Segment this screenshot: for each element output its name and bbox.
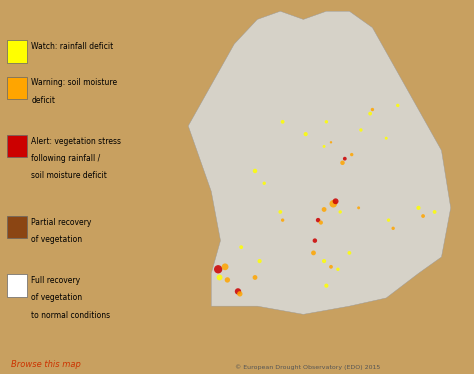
Point [320,206,328,212]
Bar [8,77,27,99]
Bar [8,135,27,157]
Text: soil moisture deficit: soil moisture deficit [31,171,107,180]
Point [236,291,244,297]
Point [357,127,365,133]
Point [329,201,337,207]
Point [216,275,223,280]
Point [385,217,392,223]
Text: to normal conditions: to normal conditions [31,310,110,319]
Text: Full recovery: Full recovery [31,276,81,285]
Text: Watch: rainfall deficit: Watch: rainfall deficit [31,42,114,51]
Point [366,111,374,117]
Point [339,160,346,166]
Point [251,168,259,174]
Point [320,143,328,149]
Point [332,198,339,204]
Text: Partial recovery: Partial recovery [31,218,91,227]
Point [334,266,342,272]
Point [346,250,353,256]
Point [383,135,390,141]
Point [237,244,245,250]
Point [394,102,401,108]
Text: Warning: soil moisture: Warning: soil moisture [31,78,118,87]
Point [415,205,422,211]
Point [348,151,356,157]
Point [419,213,427,219]
Point [310,250,317,256]
Text: Browse this map: Browse this map [11,361,81,370]
Point [234,288,242,294]
Point [224,277,231,283]
Point [279,119,286,125]
Point [251,275,259,280]
Point [279,217,286,223]
Point [302,131,310,137]
Point [314,217,322,223]
Polygon shape [188,11,451,314]
Point [337,209,344,215]
Point [323,119,330,125]
Bar [8,40,27,63]
Point [323,283,330,289]
Point [214,266,222,272]
Point [369,107,376,113]
Bar [8,275,27,297]
Point [256,258,264,264]
Text: Alert: vegetation stress: Alert: vegetation stress [31,137,121,146]
Text: of vegetation: of vegetation [31,293,82,302]
Point [276,209,284,215]
Text: following rainfall /: following rainfall / [31,154,100,163]
Point [389,225,397,231]
Point [327,264,335,270]
Bar [8,216,27,238]
Point [341,156,348,162]
Point [317,220,325,226]
Point [355,205,363,211]
Text: © European Drought Observatory (EDO) 2015: © European Drought Observatory (EDO) 201… [236,365,381,370]
Text: deficit: deficit [31,95,55,104]
Point [260,180,268,186]
Point [311,237,319,243]
Point [431,209,438,215]
Point [320,258,328,264]
Point [221,264,229,270]
Text: of vegetation: of vegetation [31,235,82,244]
Point [327,139,335,145]
